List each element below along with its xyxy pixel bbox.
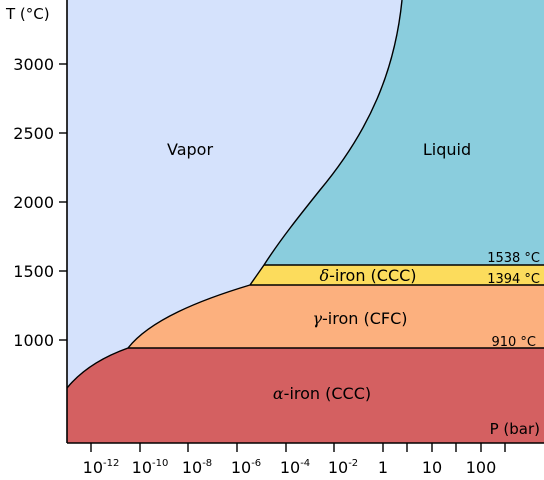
x-tick-label: 10-2	[328, 458, 358, 477]
alpha-iron-label: α-iron (CCC)	[273, 384, 371, 403]
delta-iron-region	[250, 265, 544, 285]
y-axis-title: T (°C)	[5, 5, 50, 23]
x-ticks: 10-12 10-10 10-8 10-6 10-4 10-2 1 10 100	[83, 443, 506, 477]
gamma-iron-region	[128, 285, 544, 348]
liquid-region	[264, 0, 544, 265]
x-tick-label: 100	[466, 458, 497, 477]
temp-label-1538: 1538 °C	[487, 251, 540, 266]
y-tick-label: 3000	[13, 55, 54, 74]
vapor-liquid-boundary	[249, 0, 403, 286]
vapor-solid-boundary	[66, 284, 251, 389]
vapor-label: Vapor	[167, 140, 213, 159]
liquid-label: Liquid	[423, 140, 471, 159]
x-tick-label: 1	[378, 458, 388, 477]
gamma-iron-label: γ-iron (CFC)	[312, 309, 407, 328]
y-tick-label: 1500	[13, 262, 54, 281]
x-tick-label: 10-10	[132, 458, 169, 477]
temp-label-910: 910 °C	[491, 335, 536, 350]
x-axis-title: P (bar)	[490, 420, 540, 438]
x-tick-label: 10	[422, 458, 442, 477]
y-ticks: 3000 2500 2000 1500 1000	[13, 55, 67, 350]
x-tick-label: 10-4	[280, 458, 310, 477]
y-tick-label: 2500	[13, 124, 54, 143]
alpha-iron-region	[67, 348, 544, 443]
delta-iron-label: δ-iron (CCC)	[319, 266, 416, 285]
x-tick-label: 10-8	[182, 458, 212, 477]
vapor-region	[67, 0, 402, 388]
temp-label-1394: 1394 °C	[487, 272, 540, 287]
y-tick-label: 2000	[13, 193, 54, 212]
x-tick-label: 10-6	[231, 458, 261, 477]
y-tick-label: 1000	[13, 331, 54, 350]
x-tick-label: 10-12	[83, 458, 120, 477]
